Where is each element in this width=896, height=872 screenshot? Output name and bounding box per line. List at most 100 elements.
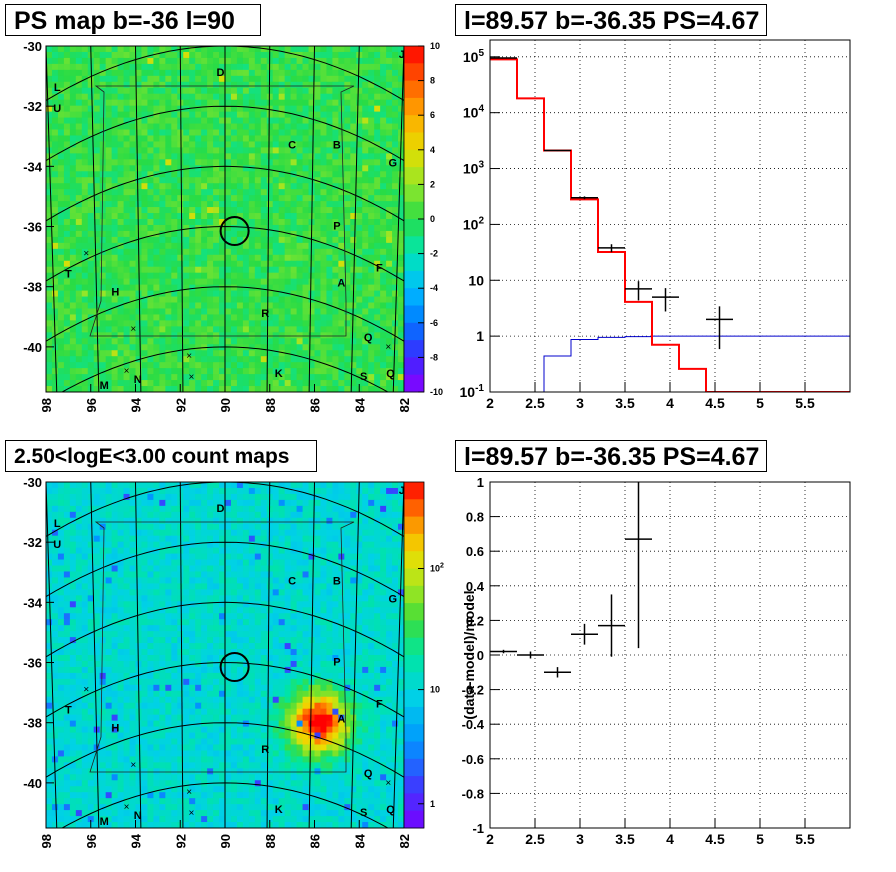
map-pixel xyxy=(242,547,250,555)
map-pixel xyxy=(87,541,95,549)
map-pixel xyxy=(344,332,351,339)
map-pixel xyxy=(117,219,125,226)
map-pixel xyxy=(111,153,119,160)
map-pixel xyxy=(386,69,393,77)
map-pixel xyxy=(135,350,143,357)
map-pixel xyxy=(51,601,59,608)
map-pixel xyxy=(87,266,95,274)
map-pixel xyxy=(219,135,226,143)
source-label: U xyxy=(53,103,61,115)
map-pixel xyxy=(248,123,256,131)
map-pixel xyxy=(326,482,333,489)
map-pixel xyxy=(87,111,95,119)
map-pixel xyxy=(332,296,339,304)
map-pixel xyxy=(254,386,262,392)
map-pixel xyxy=(213,51,220,59)
map-pixel xyxy=(242,482,250,489)
map-pixel xyxy=(386,338,393,345)
map-pixel xyxy=(248,117,256,125)
map-pixel xyxy=(320,320,328,327)
map-pixel xyxy=(105,601,113,608)
map-pixel xyxy=(123,487,131,495)
map-pixel xyxy=(338,195,345,202)
map-pixel xyxy=(314,159,322,166)
map-pixel xyxy=(87,99,95,107)
map-pixel xyxy=(111,63,119,71)
map-pixel xyxy=(207,230,214,238)
map-pixel xyxy=(320,51,328,59)
map-pixel xyxy=(189,571,196,579)
map-pixel xyxy=(225,153,232,160)
map-pixel xyxy=(236,57,244,65)
map-pixel xyxy=(219,254,226,262)
map-pixel xyxy=(326,69,333,77)
map-pixel xyxy=(260,117,268,125)
map-pixel xyxy=(374,529,381,537)
map-pixel xyxy=(189,320,196,327)
map-pixel xyxy=(183,535,190,543)
map-pixel xyxy=(380,511,387,519)
map-pixel xyxy=(153,165,160,172)
map-pixel xyxy=(362,105,369,113)
graticule-lon xyxy=(266,46,271,392)
map-pixel xyxy=(225,290,232,298)
map-pixel xyxy=(135,105,143,113)
map-pixel xyxy=(278,296,286,304)
map-pixel xyxy=(105,254,113,262)
map-pixel xyxy=(159,260,166,268)
map-pixel xyxy=(51,523,59,531)
map-pixel xyxy=(254,201,262,208)
map-pixel xyxy=(219,46,226,53)
map-pixel xyxy=(165,374,172,381)
map-pixel xyxy=(123,75,131,83)
map-pixel xyxy=(386,207,393,214)
map-pixel xyxy=(260,505,268,513)
map-pixel xyxy=(46,613,53,620)
map-pixel xyxy=(201,302,208,310)
map-pixel xyxy=(296,183,304,190)
map-pixel xyxy=(296,314,304,322)
map-pixel xyxy=(308,159,316,166)
map-pixel xyxy=(213,314,220,322)
map-pixel xyxy=(272,117,280,125)
map-pixel xyxy=(326,141,333,149)
map-pixel xyxy=(201,511,208,519)
map-pixel xyxy=(225,529,232,537)
map-pixel xyxy=(141,344,149,351)
map-pixel xyxy=(380,601,387,608)
map-pixel xyxy=(236,278,244,286)
map-pixel xyxy=(230,601,238,608)
map-pixel xyxy=(230,374,238,381)
map-pixel xyxy=(141,171,149,178)
map-pixel xyxy=(129,46,137,53)
map-pixel xyxy=(195,248,202,256)
map-pixel xyxy=(350,69,357,77)
map-pixel xyxy=(117,195,125,202)
map-pixel xyxy=(51,99,59,107)
map-pixel xyxy=(111,577,119,585)
map-pixel xyxy=(201,607,208,614)
map-pixel xyxy=(147,589,154,596)
map-pixel xyxy=(386,272,393,280)
map-pixel xyxy=(326,81,333,89)
map-pixel xyxy=(105,224,113,232)
map-pixel xyxy=(171,93,178,101)
map-pixel xyxy=(183,577,190,585)
map-pixel xyxy=(290,356,298,363)
map-pixel xyxy=(165,141,172,149)
map-pixel xyxy=(284,219,292,226)
map-pixel xyxy=(195,183,202,190)
map-pixel xyxy=(219,242,226,250)
map-pixel xyxy=(236,577,244,585)
colorbar-tick-label: -6 xyxy=(430,318,438,328)
map-pixel xyxy=(189,135,196,143)
map-pixel xyxy=(201,368,208,375)
map-pixel xyxy=(344,535,351,543)
map-pixel xyxy=(350,75,357,83)
map-pixel xyxy=(57,386,65,392)
map-pixel xyxy=(213,69,220,77)
map-pixel xyxy=(207,111,214,119)
map-pixel xyxy=(392,589,399,596)
map-pixel xyxy=(356,278,363,286)
map-pixel xyxy=(51,368,59,375)
